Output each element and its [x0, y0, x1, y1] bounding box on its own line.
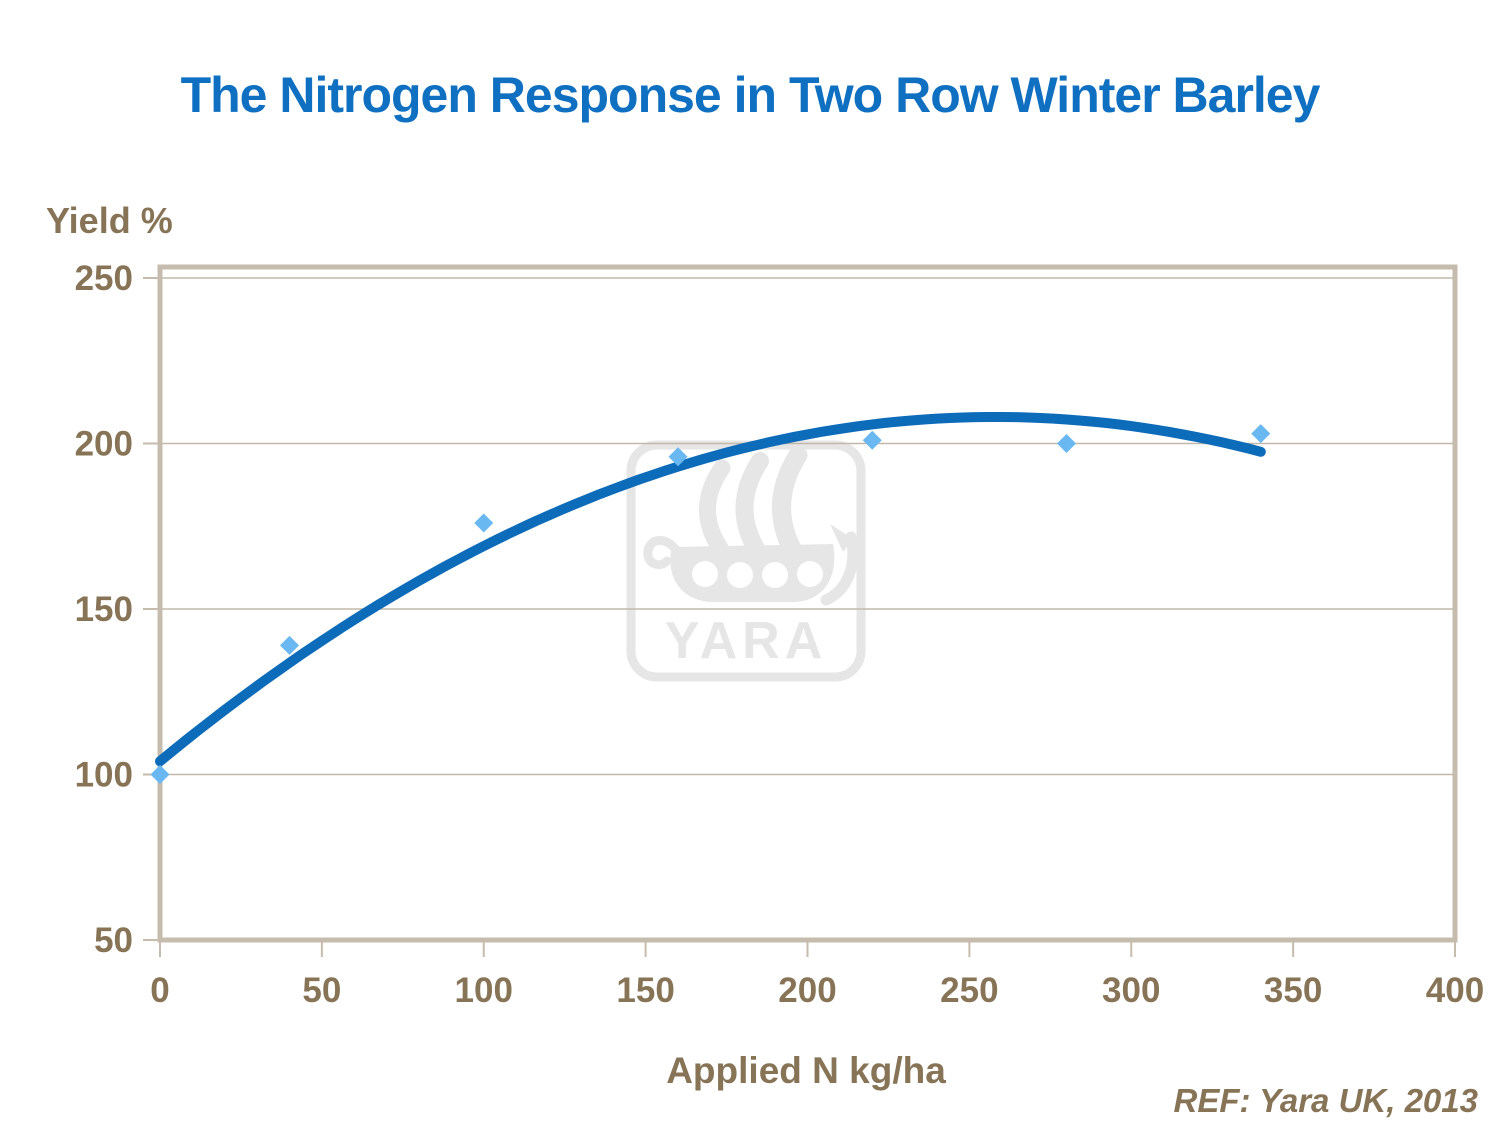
x-tick-label: 300	[1102, 971, 1160, 1010]
ship-prow-icon	[820, 531, 859, 606]
x-tick-label: 50	[302, 971, 341, 1010]
x-tick-label: 400	[1426, 971, 1484, 1010]
chart-title: The Nitrogen Response in Two Row Winter …	[180, 67, 1321, 123]
data-point-diamond	[862, 430, 882, 450]
x-tick-label: 250	[940, 971, 998, 1010]
x-tick-label: 150	[616, 971, 674, 1010]
y-tick-label: 250	[75, 259, 133, 298]
x-tick-label: 200	[778, 971, 836, 1010]
data-point-diamond	[280, 635, 299, 655]
ship-sail-icon	[699, 459, 731, 557]
data-point-diamond	[1251, 424, 1271, 444]
reference-note: REF: Yara UK, 2013	[1173, 1082, 1478, 1119]
x-axis-title: Applied N kg/ha	[666, 1050, 946, 1091]
ship-prow-beak-icon	[830, 524, 853, 552]
data-point-diamond	[474, 513, 494, 533]
plot-frame	[157, 264, 1458, 943]
x-tick-label: 0	[150, 971, 169, 1010]
y-tick-label: 150	[75, 590, 133, 629]
ship-sail-icon	[772, 445, 808, 566]
data-point-diamond	[150, 765, 170, 784]
ship-sail-icon	[735, 452, 769, 561]
ship-stern-curl-icon	[643, 535, 681, 570]
y-axis-title: Yield %	[46, 200, 173, 241]
y-tick-label: 50	[94, 921, 133, 960]
y-tick-label: 100	[75, 756, 133, 795]
ship-shield-icon	[727, 562, 753, 588]
chart-dynamic-layer: 50 100 150 200 250 0 50 100 150 200 250 300 350 400	[75, 259, 1485, 1010]
x-tick-label: 100	[455, 971, 513, 1010]
y-tick-label: 200	[75, 425, 133, 464]
watermark-wordmark: YARA	[665, 612, 828, 670]
x-tick-label: 350	[1264, 971, 1322, 1010]
ship-shield-icon	[762, 562, 788, 588]
yara-logo-watermark-icon: YARA	[626, 440, 866, 682]
ship-shield-icon	[692, 561, 718, 587]
data-point-diamond	[668, 447, 688, 467]
ship-shield-icon	[797, 561, 823, 587]
trend-curve	[155, 412, 1266, 767]
data-point-diamond	[1057, 434, 1076, 453]
